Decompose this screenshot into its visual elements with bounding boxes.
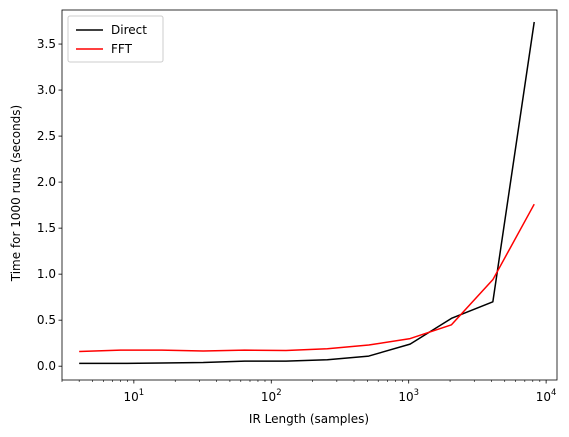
y-tick-label: 2.0 <box>37 175 56 189</box>
legend: Direct FFT <box>67 15 164 63</box>
x-tick-label: 104 <box>536 388 557 404</box>
y-axis-ticks: 0.0 0.5 1.0 1.5 2.0 2.5 3.0 3.5 <box>37 37 62 373</box>
y-tick-label: 1.0 <box>37 267 56 281</box>
x-axis-ticks: 101 102 103 104 <box>61 380 557 404</box>
plot-area <box>61 9 558 381</box>
legend-box <box>67 15 164 63</box>
y-tick-label: 1.5 <box>37 221 56 235</box>
legend-label-direct: Direct <box>111 23 147 37</box>
y-tick-label: 2.5 <box>37 129 56 143</box>
y-tick-label: 0.5 <box>37 313 56 327</box>
x-tick-label: 102 <box>261 388 282 404</box>
y-axis-label: Time for 1000 runs (seconds) <box>9 105 23 282</box>
x-tick-label: 101 <box>124 388 145 404</box>
x-axis-label: IR Length (samples) <box>249 412 369 426</box>
y-tick-label: 3.5 <box>37 37 56 51</box>
series-line-direct <box>79 21 535 365</box>
y-tick-label: 3.0 <box>37 83 56 97</box>
series-line-fft <box>79 203 535 353</box>
plot-frame <box>61 9 558 381</box>
legend-label-fft: FFT <box>111 42 133 56</box>
x-tick-label: 103 <box>398 388 419 404</box>
y-tick-label: 0.0 <box>37 359 56 373</box>
